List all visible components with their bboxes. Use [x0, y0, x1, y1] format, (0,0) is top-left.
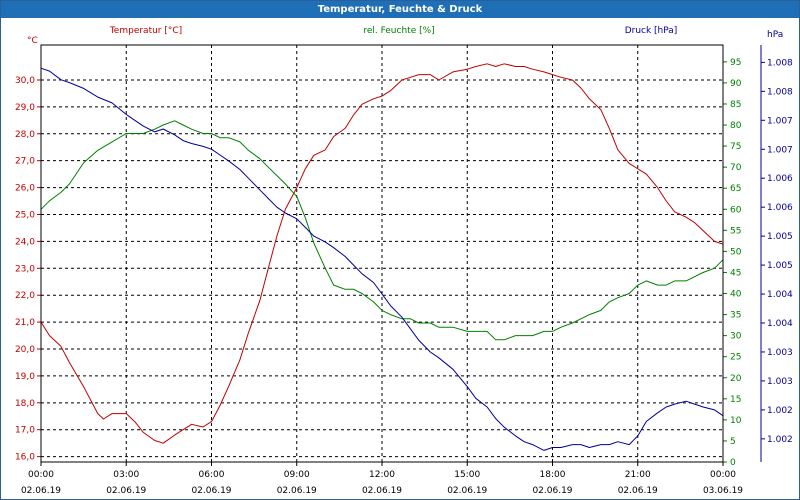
temp-tick-label: 21,0	[15, 318, 35, 328]
temp-tick-label: 30,0	[15, 76, 35, 86]
hum-tick-label: 20	[730, 374, 742, 384]
press-tick-label: 1.006	[767, 203, 793, 213]
temp-tick-label: 17,0	[15, 426, 35, 436]
hum-axis-title: rel. Feuchte [%]	[363, 26, 434, 36]
x-tick-date: 02.06.19	[447, 486, 487, 496]
hum-tick-label: 85	[730, 100, 741, 110]
press-tick-label: 1.004	[767, 319, 793, 329]
hum-tick-label: 45	[730, 268, 741, 278]
press-tick-label: 1.007	[767, 145, 793, 155]
hum-tick-label: 55	[730, 226, 741, 236]
hum-tick-label: 30	[730, 332, 742, 342]
chart-title: Temperatur, Feuchte & Druck	[1, 1, 799, 18]
hum-tick-label: 75	[730, 142, 741, 152]
x-tick-date: 02.06.19	[277, 486, 317, 496]
press-tick-label: 1.002	[767, 406, 793, 416]
press-tick-label: 1.007	[767, 116, 793, 126]
hum-tick-label: 10	[730, 416, 742, 426]
hum-tick-label: 65	[730, 184, 741, 194]
x-tick-time: 00:00	[28, 470, 54, 480]
press-tick-label: 1.003	[767, 348, 793, 358]
x-tick-time: 06:00	[199, 470, 225, 480]
hum-tick-label: 0	[730, 458, 736, 468]
press-unit-label: hPa	[767, 30, 783, 40]
press-tick-label: 1.006	[767, 174, 793, 184]
humidity-series-line	[40, 120, 724, 341]
pressure-series-line	[40, 67, 724, 451]
temp-tick-label: 29,0	[15, 103, 35, 113]
x-tick-date: 02.06.19	[191, 486, 231, 496]
press-axis-title: Druck [hPa]	[625, 26, 678, 36]
press-tick-label: 1.005	[767, 232, 793, 242]
series-group	[40, 63, 724, 451]
x-tick-time: 12:00	[369, 470, 395, 480]
temp-tick-label: 19,0	[15, 372, 35, 382]
press-tick-label: 1.002	[767, 435, 793, 445]
temp-tick-label: 27,0	[15, 157, 35, 167]
temp-tick-label: 26,0	[15, 184, 35, 194]
x-tick-date: 02.06.19	[362, 486, 402, 496]
hum-tick-label: 5	[730, 437, 736, 447]
chart-svg: 00:00 02.06.19 03:00 02.06.19 06:00 02.06.19 0…	[15, 26, 793, 496]
x-tick-time: 15:00	[454, 470, 480, 480]
temp-unit-label: °C	[27, 36, 38, 46]
x-tick-date: 03.06.19	[703, 486, 743, 496]
temp-tick-label: 24,0	[15, 237, 35, 247]
hum-tick-label: 25	[730, 353, 741, 363]
temp-tick-label: 25,0	[15, 210, 35, 220]
hum-tick-label: 15	[730, 395, 741, 405]
hum-tick-label: 50	[730, 247, 742, 257]
grid	[37, 45, 765, 466]
temp-tick-label: 28,0	[15, 130, 35, 140]
temp-tick-label: 18,0	[15, 399, 35, 409]
plot-border	[40, 44, 724, 463]
plot-background	[41, 45, 723, 462]
hum-tick-label: 60	[730, 205, 742, 215]
press-tick-label: 1.008	[767, 87, 793, 97]
hum-tick-label: 95	[730, 58, 741, 68]
x-tick-date: 02.06.19	[618, 486, 658, 496]
press-tick-label: 1.008	[767, 58, 793, 68]
temp-axis-title: Temperatur [°C]	[109, 26, 182, 36]
labels-group: 00:00 02.06.19 03:00 02.06.19 06:00 02.06.19 0…	[15, 26, 793, 496]
hum-tick-label: 80	[730, 121, 742, 131]
press-tick-label: 1.003	[767, 377, 793, 387]
press-tick-label: 1.005	[767, 261, 793, 271]
temp-tick-label: 20,0	[15, 345, 35, 355]
hum-tick-label: 35	[730, 311, 741, 321]
press-tick-label: 1.004	[767, 290, 793, 300]
hum-tick-label: 90	[730, 79, 742, 89]
x-tick-time: 09:00	[284, 470, 310, 480]
x-tick-time: 18:00	[540, 470, 566, 480]
x-tick-time: 00:00	[710, 470, 736, 480]
x-tick-date: 02.06.19	[21, 486, 61, 496]
temperature-series-line	[40, 63, 724, 444]
x-tick-time: 21:00	[625, 470, 651, 480]
hum-tick-label: 40	[730, 290, 742, 300]
hum-tick-label: 70	[730, 163, 742, 173]
temp-tick-label: 22,0	[15, 291, 35, 301]
x-tick-date: 02.06.19	[532, 486, 572, 496]
temp-tick-label: 16,0	[15, 453, 35, 463]
temp-tick-label: 23,0	[15, 264, 35, 274]
x-tick-time: 03:00	[113, 470, 139, 480]
x-tick-date: 02.06.19	[106, 486, 146, 496]
